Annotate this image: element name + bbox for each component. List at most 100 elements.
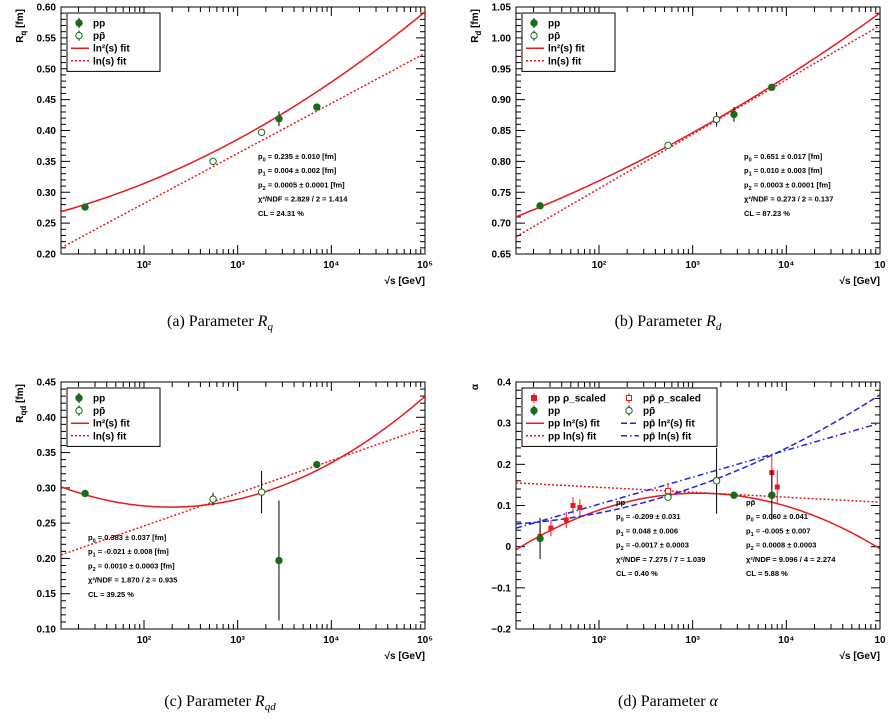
y-axis-label: Rd [fm] bbox=[470, 9, 483, 43]
y-tick-label: 0.45 bbox=[37, 378, 57, 389]
data-point bbox=[664, 493, 672, 501]
data-point bbox=[275, 115, 283, 123]
panel-caption: (b) Parameter Rd bbox=[615, 313, 722, 333]
data-point bbox=[536, 202, 544, 210]
fit-result-line: CL = 0.40 % bbox=[616, 569, 658, 578]
fit-result-line: p0 = 0.383 ± 0.037 [fm] bbox=[88, 533, 167, 545]
x-tick-label: 10⁴ bbox=[323, 260, 339, 271]
chart-panel-b: 0.65 0.70 0.75 0.80 0.85 0.90 0.95 1.00 1.05 10² 1… bbox=[470, 3, 886, 334]
y-tick-label: 0.55 bbox=[37, 33, 57, 44]
x-tick-label: 10³ bbox=[230, 635, 245, 646]
legend-label: pp̄ bbox=[93, 406, 105, 417]
data-point bbox=[570, 503, 576, 508]
legend-label: pp ln(s) fit bbox=[548, 431, 597, 442]
legend-marker bbox=[530, 31, 538, 40]
data-point bbox=[664, 141, 672, 150]
y-tick-label: 0.35 bbox=[37, 157, 57, 168]
data-point bbox=[313, 103, 321, 111]
data-point bbox=[577, 505, 583, 511]
x-tick-label: 10³ bbox=[230, 260, 245, 271]
fit-results: pp p0 = -0.209 ± 0.031 p1 = 0.048 ± 0.006 p… bbox=[616, 498, 705, 578]
y-tick-label: 1.00 bbox=[492, 33, 512, 44]
data-point bbox=[209, 157, 217, 166]
legend-marker bbox=[530, 19, 538, 27]
legend-label: pp ρ_scaled bbox=[548, 394, 606, 405]
legend-marker bbox=[75, 19, 83, 27]
fit-curve bbox=[61, 11, 425, 213]
fit-results: p0 = 0.235 ± 0.010 [fm] p1 = 0.004 ± 0.00… bbox=[258, 152, 348, 218]
y-tick-label: 0.3 bbox=[497, 419, 511, 430]
fit-curves bbox=[516, 394, 880, 551]
legend-label: ln²(s) fit bbox=[548, 44, 585, 55]
fit-results: p0 = 0.383 ± 0.037 [fm] p1 = -0.021 ± 0.0… bbox=[88, 533, 177, 599]
x-tick-label: 10³ bbox=[685, 260, 700, 271]
data-point bbox=[209, 495, 217, 503]
y-tick-label: 0.75 bbox=[492, 188, 512, 199]
data-point bbox=[536, 534, 544, 543]
fit-result-line: χ²/NDF = 7.275 / 7 = 1.039 bbox=[616, 555, 705, 564]
fit-result-line: CL = 87.23 % bbox=[744, 209, 790, 218]
y-tick-label: 0.35 bbox=[37, 448, 57, 459]
x-axis-label: √s [GeV] bbox=[385, 276, 426, 287]
y-tick-label: 0.60 bbox=[37, 3, 57, 14]
data-point bbox=[774, 484, 780, 490]
y-tick-label: 0.30 bbox=[37, 483, 57, 494]
legend-marker bbox=[531, 395, 537, 401]
legend-label: ln²(s) fit bbox=[93, 419, 130, 430]
fit-result-line: p2 = 0.0008 ± 0.0003 bbox=[746, 541, 816, 553]
y-tick-label: 0.1 bbox=[497, 501, 511, 512]
fit-result-line: pp bbox=[616, 498, 626, 507]
y-tick-label: 1.05 bbox=[492, 3, 512, 14]
x-tick-label: 10⁵ bbox=[417, 635, 433, 646]
fit-result-line: p1 = 0.010 ± 0.003 [fm] bbox=[744, 166, 823, 178]
y-tick-label: 0.80 bbox=[492, 157, 512, 168]
x-tick-label: 10⁴ bbox=[778, 635, 794, 646]
x-tick-label: 10⁵ bbox=[417, 260, 433, 271]
fit-curve bbox=[516, 394, 880, 525]
data-point bbox=[768, 83, 776, 91]
legend-label: pp̄ bbox=[643, 406, 655, 417]
fit-result-line: pp̄ bbox=[746, 498, 756, 507]
x-tick-label: 10² bbox=[592, 635, 607, 646]
panel-caption: (c) Parameter Rqd bbox=[164, 693, 276, 713]
fit-curve bbox=[61, 52, 425, 249]
fit-result-line: p0 = 0.235 ± 0.010 [fm] bbox=[258, 152, 337, 164]
x-tick-label: 10² bbox=[137, 260, 152, 271]
fit-results: p0 = 0.651 ± 0.017 [fm] p1 = 0.010 ± 0.00… bbox=[744, 152, 833, 218]
fit-result-line: χ²/NDF = 0.273 / 2 = 0.137 bbox=[744, 195, 833, 204]
y-tick-label: 0.25 bbox=[37, 219, 57, 230]
x-tick-label: 10⁴ bbox=[323, 635, 339, 646]
fit-result-line: p2 = 0.0010 ± 0.0003 [fm] bbox=[88, 561, 175, 573]
y-tick-label: 0.90 bbox=[492, 95, 512, 106]
data-point bbox=[81, 489, 89, 498]
legend-label: ln(s) fit bbox=[93, 56, 127, 67]
legend-label: ln(s) fit bbox=[548, 56, 582, 67]
fit-result-line: p1 = 0.048 ± 0.006 bbox=[616, 526, 678, 538]
data-point bbox=[768, 491, 776, 499]
fit-result-line: p0 = -0.209 ± 0.031 bbox=[616, 512, 681, 524]
y-tick-label: 0.45 bbox=[37, 95, 57, 106]
x-tick-label: 10 bbox=[874, 260, 886, 271]
data-point bbox=[313, 460, 321, 469]
y-tick-label: 0.4 bbox=[497, 378, 511, 389]
fit-result-line: p2 = -0.0017 ± 0.0003 bbox=[616, 541, 689, 553]
legend-label: pp bbox=[548, 19, 560, 30]
y-tick-label: 0.95 bbox=[492, 64, 512, 75]
legend-marker bbox=[75, 31, 83, 40]
x-axis-label: √s [GeV] bbox=[385, 651, 426, 662]
legend-label: pp bbox=[93, 19, 105, 30]
legend-label: pp bbox=[548, 406, 560, 417]
legend-marker bbox=[530, 406, 538, 415]
y-tick-label: 0.70 bbox=[492, 219, 512, 230]
y-tick-label: 0.15 bbox=[37, 589, 57, 600]
fit-result-line: χ²/NDF = 2.829 / 2 = 1.414 bbox=[258, 195, 348, 204]
fit-result-line: p0 = 0.651 ± 0.017 [fm] bbox=[744, 152, 823, 164]
y-tick-label: −0.2 bbox=[491, 625, 511, 636]
y-tick-label: 0.20 bbox=[37, 250, 57, 261]
data-point bbox=[730, 110, 738, 119]
fit-result-line: p2 = 0.0003 ± 0.0001 [fm] bbox=[744, 180, 831, 192]
y-tick-label: 0.30 bbox=[37, 188, 57, 199]
y-tick-label: 0.20 bbox=[37, 554, 57, 565]
